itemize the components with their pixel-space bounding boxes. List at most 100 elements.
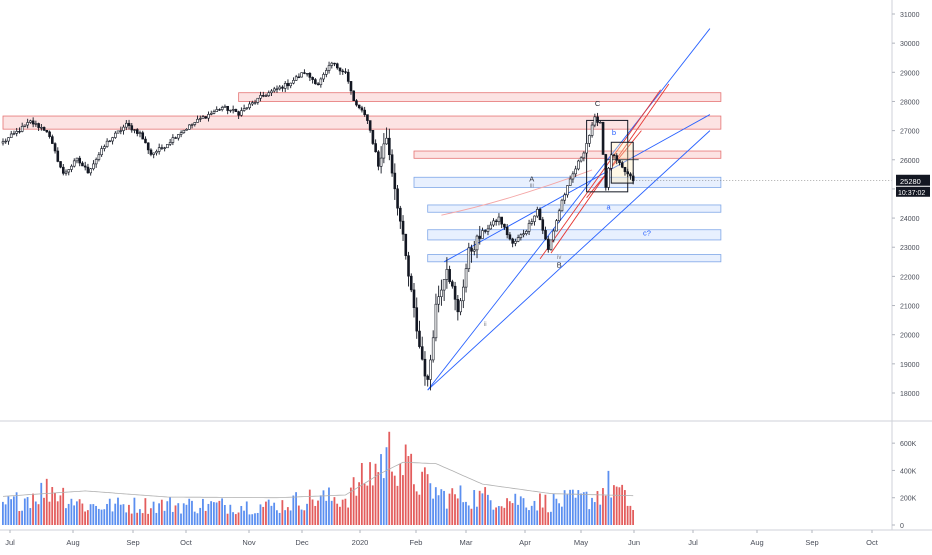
candle-body — [349, 81, 353, 92]
candle-body — [453, 285, 457, 300]
time-tick-label: Nov — [242, 538, 256, 547]
candle-body — [396, 188, 399, 209]
candle-body — [45, 130, 49, 133]
candle-body — [327, 65, 331, 71]
volume-bar — [563, 490, 566, 525]
volume-bar — [626, 505, 629, 525]
candle — [467, 242, 471, 273]
volume-bar — [221, 498, 223, 525]
candle — [385, 127, 388, 145]
candle — [116, 130, 120, 134]
volume-bar — [40, 482, 43, 525]
candle — [108, 139, 112, 143]
candle — [535, 206, 539, 218]
volume-bar — [95, 505, 97, 525]
candle — [335, 62, 339, 70]
time-tick-label: Jun — [628, 538, 640, 547]
candle-body — [377, 151, 380, 167]
candle-body — [26, 122, 29, 126]
volume-bar — [355, 495, 358, 525]
candle — [555, 218, 558, 232]
candle — [105, 138, 109, 148]
candle — [267, 90, 271, 97]
candle-body — [500, 216, 503, 225]
red-channel-lower — [539, 89, 661, 260]
volume-bar — [234, 514, 237, 525]
candle-body — [508, 234, 512, 240]
candle — [571, 171, 575, 183]
candle-body — [390, 154, 394, 174]
volume-bar — [489, 500, 492, 525]
candle — [234, 108, 238, 112]
candle-body — [604, 154, 608, 188]
volume-bar — [555, 498, 558, 525]
candle-body — [166, 144, 169, 149]
volume-bar — [618, 487, 621, 525]
volume-bar — [560, 506, 563, 525]
candle — [67, 169, 71, 176]
volume-bar — [196, 513, 199, 525]
candle — [527, 219, 531, 235]
candle — [245, 107, 249, 111]
volume-bar — [571, 489, 574, 525]
candle — [612, 153, 616, 159]
candle — [596, 112, 599, 127]
candle — [574, 165, 577, 178]
candle-body — [566, 185, 569, 196]
volume-bar — [210, 501, 213, 525]
volume-bar — [380, 454, 382, 525]
candle — [220, 105, 224, 112]
candle — [420, 336, 424, 361]
candle — [193, 122, 197, 127]
candle-body — [188, 124, 191, 130]
candle-body — [267, 92, 271, 96]
candle — [508, 232, 512, 241]
volume-bar — [229, 504, 232, 525]
volume-bar — [423, 467, 426, 525]
candle-body — [355, 100, 358, 106]
candle-body — [138, 132, 142, 134]
candle-body — [209, 113, 213, 115]
volume-bar — [588, 509, 591, 525]
candle-body — [330, 62, 334, 66]
candle-body — [234, 109, 238, 112]
candle-body — [97, 154, 101, 160]
candle-body — [464, 268, 468, 288]
candle — [522, 229, 525, 238]
price-tick-label: 28000 — [900, 99, 920, 106]
candle-body — [193, 122, 197, 125]
candle — [303, 69, 306, 75]
candle — [146, 142, 150, 154]
candle — [218, 108, 221, 111]
volume-bar — [577, 490, 580, 525]
candle-body — [620, 162, 624, 168]
candle-body — [478, 235, 482, 239]
time-tick-label: Jul — [5, 538, 15, 547]
candle — [226, 105, 229, 115]
volume-bar — [613, 485, 615, 525]
volume-bar — [103, 509, 106, 525]
candle-body — [31, 120, 35, 125]
zone-blue-6 — [427, 254, 722, 263]
candle — [629, 172, 632, 180]
countdown-label: 10:37:02 — [898, 190, 925, 197]
candle — [75, 157, 79, 164]
volume-bar — [259, 504, 262, 525]
candle-body — [470, 247, 473, 252]
candle-body — [78, 157, 82, 164]
volume-bar — [136, 512, 139, 525]
candle — [171, 134, 175, 146]
volume-bar — [7, 496, 10, 525]
candle-body — [434, 303, 438, 339]
candle — [270, 89, 273, 97]
candle — [579, 156, 583, 163]
candle — [445, 257, 449, 289]
candle-body — [314, 79, 317, 85]
volume-bar — [122, 504, 125, 525]
candle — [215, 106, 219, 112]
candle-body — [420, 346, 424, 360]
volume-bar — [341, 499, 344, 525]
candle — [418, 320, 421, 349]
